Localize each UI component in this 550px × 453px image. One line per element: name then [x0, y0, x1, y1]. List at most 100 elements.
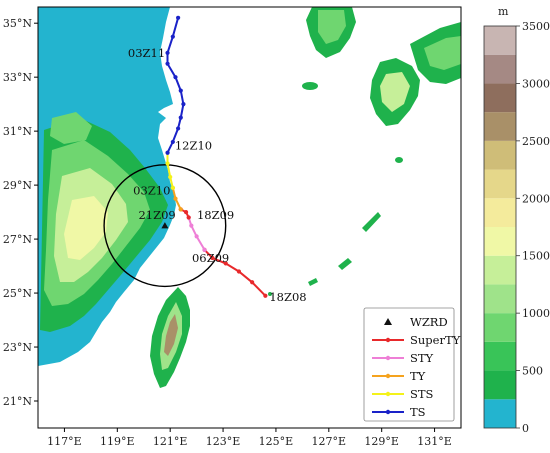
x-tick-label: 123°E	[206, 435, 241, 448]
x-tick-label: 131°E	[417, 435, 452, 448]
colorbar-block	[484, 26, 516, 55]
colorbar-tick-label: 500	[522, 365, 543, 378]
track-segment-sts	[166, 152, 174, 189]
japan-honshu-hills	[424, 36, 461, 70]
track-point	[165, 50, 170, 55]
y-tick-label: 27°N	[3, 233, 32, 246]
colorbar: m 0 500 1000 1500 2000 2500 3000 3500	[483, 5, 550, 435]
legend-marker-dot	[385, 391, 391, 397]
y-tick-label: 23°N	[3, 341, 32, 354]
ryukyu-islands-2	[338, 258, 352, 270]
colorbar-tick-label: 3000	[522, 77, 550, 90]
track-point	[173, 75, 178, 80]
legend-label: TS	[410, 405, 426, 419]
terrain-plateau	[64, 196, 108, 260]
legend: WZRD SuperTY STY TY STS TS	[363, 307, 461, 422]
track-point	[165, 61, 170, 66]
track-point	[210, 255, 215, 261]
track-point	[165, 161, 170, 166]
y-tick-label: 35°N	[3, 17, 32, 30]
track-point	[168, 174, 173, 180]
time-label: 03Z11	[128, 46, 165, 60]
legend-label: STY	[410, 351, 434, 365]
x-tick-label: 117°E	[47, 435, 82, 448]
track-point	[178, 88, 183, 93]
legend-marker-dot	[385, 373, 391, 379]
y-tick-label: 25°N	[3, 287, 32, 300]
ryukyu-islands-3	[308, 278, 318, 286]
colorbar-block	[484, 112, 516, 141]
track-time-labels: 18Z08 06Z09 18Z09 21Z09 03Z10 12Z10 03Z11	[128, 46, 307, 304]
colorbar-block	[484, 140, 516, 170]
radar-site-layer	[161, 222, 169, 229]
track-point	[178, 115, 183, 120]
colorbar-block	[484, 284, 516, 314]
track-point	[170, 185, 175, 190]
track-point	[178, 207, 183, 212]
track-point	[173, 196, 178, 201]
track-point	[236, 269, 242, 274]
x-tick-label: 129°E	[364, 435, 399, 448]
x-tick-label: 127°E	[312, 435, 347, 448]
colorbar-tick-label: 2500	[522, 135, 550, 148]
colorbar-tick-label: 1500	[522, 250, 550, 263]
radar-range-circle	[103, 164, 227, 288]
island-cheju	[302, 82, 318, 90]
colorbar-tick-label: 0	[522, 422, 529, 435]
x-tick-label: 125°E	[259, 435, 294, 448]
colorbar-tick-label: 3500	[522, 20, 550, 33]
time-label: 18Z09	[197, 208, 234, 222]
track-point	[194, 234, 199, 239]
track-point	[223, 261, 228, 266]
typhoon-track	[165, 15, 268, 298]
legend-label: SuperTY	[410, 333, 461, 347]
colorbar-block	[484, 198, 516, 227]
legend-label: WZRD	[410, 315, 448, 329]
colorbar-tick-label: 1000	[522, 307, 550, 320]
y-tick-label: 21°N	[3, 395, 32, 408]
time-label: 03Z10	[133, 184, 170, 198]
island-yakushima	[395, 157, 403, 163]
colorbar-block	[484, 169, 516, 199]
colorbar-block	[484, 255, 516, 285]
colorbar-frame	[483, 25, 517, 429]
plot-frame	[37, 6, 462, 429]
colorbar-tick-label: 2000	[522, 192, 550, 205]
colorbar-block	[484, 370, 516, 400]
colorbar-unit: m	[498, 5, 509, 18]
x-tick-label: 119°E	[100, 435, 135, 448]
colorbar-block	[484, 83, 516, 113]
time-label: 12Z10	[175, 138, 212, 152]
track-point	[176, 126, 181, 131]
x-tick-label: 121°E	[153, 435, 188, 448]
ryukyu-islands-1	[362, 212, 381, 232]
colorbar-block	[484, 399, 516, 428]
radar-site-marker	[161, 222, 169, 229]
legend-label: STS	[410, 387, 434, 401]
track-point	[170, 34, 175, 39]
korea-hills	[318, 10, 346, 44]
colorbar-block	[484, 54, 516, 84]
legend-label: TY	[410, 369, 426, 383]
track-point	[170, 139, 175, 145]
track-point	[183, 210, 189, 215]
time-label: 18Z08	[269, 290, 306, 304]
axis-ticks: 117°E 119°E 121°E 123°E 125°E 127°E 129°E 131°E…	[3, 17, 452, 448]
legend-marker-triangle	[384, 318, 392, 325]
time-label: 06Z09	[192, 251, 229, 265]
legend-marker-dot	[385, 409, 391, 415]
terrain-north-hills	[50, 112, 92, 144]
legend-marker-dot	[385, 355, 391, 361]
track-segment-sty	[187, 217, 206, 251]
colorbar-block	[484, 341, 516, 371]
time-label: 21Z09	[138, 208, 175, 222]
legend-marker-dot	[385, 337, 391, 343]
track-point	[165, 150, 170, 155]
track-point	[263, 293, 268, 298]
japan-kyushu-hills	[380, 72, 410, 112]
radar-range-circle-layer	[103, 164, 227, 288]
y-tick-label: 29°N	[3, 179, 32, 192]
track-point	[186, 215, 191, 220]
island-yonaguni	[268, 292, 272, 296]
